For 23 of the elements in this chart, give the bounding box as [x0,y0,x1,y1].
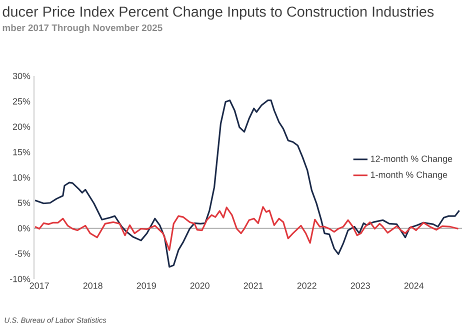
legend-label: 12-month % Change [370,155,452,164]
x-tick-label: 2023 [350,282,370,289]
y-tick-label: 10% [13,174,30,181]
x-tick-label: 2021 [244,282,263,289]
y-tick-label: 20% [12,124,30,130]
x-tick-label: 2020 [190,282,210,289]
y-tick-label: -10% [10,276,30,282]
chart-subtitle: mber 2017 Through November 2025 [2,24,162,34]
y-tick-label: 30% [12,72,30,80]
y-tick-label: 15% [13,148,30,156]
y-tick-label: 5% [18,200,30,206]
legend-label: 1-month % Change [370,171,448,180]
x-tick-label: 2019 [136,282,156,289]
y-tick-label: 25% [12,98,30,105]
y-tick-label: 0% [18,225,30,232]
x-tick-label: 2018 [83,282,102,289]
x-tick-label: 2022 [297,282,316,289]
line-series [34,206,460,251]
x-tick-label: 2017 [30,282,49,289]
line-series [34,100,460,268]
y-tick-label: -5% [14,250,30,257]
x-tick-label: 2024 [404,282,424,289]
chart-title: ducer Price Index Percent Change Inputs to Construction Industries [2,6,434,20]
